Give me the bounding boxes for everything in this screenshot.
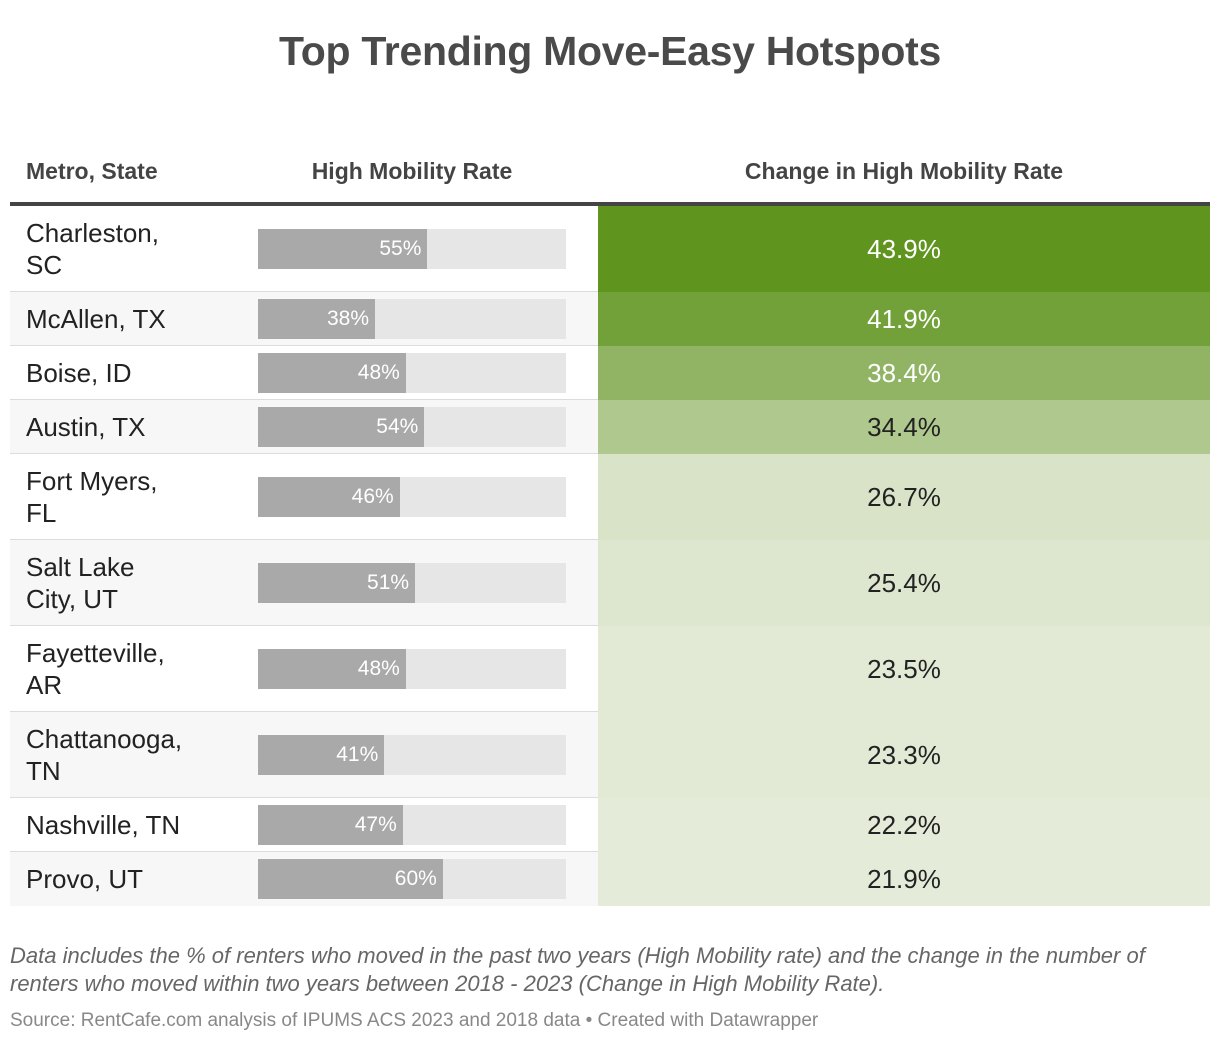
rate-bar-label: 41%: [336, 743, 379, 766]
rate-bar-label: 47%: [354, 813, 397, 836]
rate-bar: [258, 563, 416, 603]
table-row: Austin, TX 54% 34.4%: [10, 400, 1210, 454]
change-cell: 23.5%: [598, 626, 1210, 712]
table-body: Charleston, SC 55% 43.9% McAllen, TX 38% 41.9…: [10, 206, 1210, 906]
chart-source: Source: RentCafe.com analysis of IPUMS A…: [10, 1010, 819, 1031]
rate-bar-track: 51%: [258, 563, 566, 603]
header-rate[interactable]: High Mobility Rate: [311, 158, 513, 184]
rate-bar-track: 46%: [258, 477, 566, 517]
rate-bar-track: 60%: [258, 859, 566, 899]
rate-bar-label: 60%: [394, 867, 437, 890]
table-row: Nashville, TN 47% 22.2%: [10, 798, 1210, 852]
rate-bar: [258, 859, 443, 899]
metro-cell: Austin, TX: [26, 412, 146, 442]
rate-bar-track: 38%: [258, 299, 566, 339]
rate-bar-label: 48%: [357, 361, 400, 384]
table-row: Chattanooga, TN 41% 23.3%: [10, 712, 1210, 798]
table-row: Boise, ID 48% 38.4%: [10, 346, 1210, 400]
metro-cell: Charleston, SC: [26, 218, 159, 280]
rate-bar: [258, 299, 376, 339]
change-cell: 43.9%: [598, 206, 1210, 292]
metro-cell: Nashville, TN: [26, 810, 181, 840]
change-cell: 25.4%: [598, 540, 1210, 626]
change-cell: 26.7%: [598, 454, 1210, 540]
rate-bar-track: 48%: [258, 649, 566, 689]
change-cell: 38.4%: [598, 346, 1210, 400]
change-cell: 23.3%: [598, 712, 1210, 798]
metro-cell: Fayetteville, AR: [26, 638, 165, 700]
rate-bar-track: 48%: [258, 353, 566, 393]
table-row: Salt Lake City, UT 51% 25.4%: [10, 540, 1210, 626]
change-cell: 34.4%: [598, 400, 1210, 454]
metro-cell: McAllen, TX: [26, 304, 166, 334]
chart-note: Data includes the % of renters who moved…: [10, 943, 1145, 996]
header-metro[interactable]: Metro, State: [26, 158, 158, 184]
metro-cell: Salt Lake City, UT: [26, 552, 135, 614]
rate-bar-track: 55%: [258, 229, 566, 269]
rate-bar-track: 41%: [258, 735, 566, 775]
table-row: McAllen, TX 38% 41.9%: [10, 292, 1210, 346]
rate-bar: [258, 805, 403, 845]
table-header: Metro, State High Mobility Rate Change i…: [10, 150, 1210, 206]
rate-bar-label: 54%: [376, 415, 419, 438]
data-table: Metro, State High Mobility Rate Change i…: [10, 150, 1210, 906]
rate-bar: [258, 229, 428, 269]
metro-cell: Chattanooga, TN: [26, 724, 183, 786]
change-cell: 22.2%: [598, 798, 1210, 852]
chart-title: Top Trending Move-Easy Hotspots: [279, 28, 941, 74]
rate-bar-track: 47%: [258, 805, 566, 845]
change-cell: 21.9%: [598, 852, 1210, 906]
metro-cell: Fort Myers, FL: [26, 466, 158, 528]
change-cell: 41.9%: [598, 292, 1210, 346]
header-change[interactable]: Change in High Mobility Rate: [744, 158, 1064, 184]
rate-bar: [258, 735, 385, 775]
rate-bar-track: 54%: [258, 407, 566, 447]
rate-bar-label: 55%: [379, 237, 422, 260]
rate-bar: [258, 407, 425, 447]
rate-bar: [258, 353, 406, 393]
table-row: Provo, UT 60% 21.9%: [10, 852, 1210, 906]
metro-cell: Provo, UT: [26, 864, 144, 894]
rate-bar-label: 38%: [327, 307, 370, 330]
rate-bar-label: 46%: [351, 485, 394, 508]
table-row: Charleston, SC 55% 43.9%: [10, 206, 1210, 292]
table-row: Fort Myers, FL 46% 26.7%: [10, 454, 1210, 540]
rate-bar: [258, 649, 406, 689]
table-row: Fayetteville, AR 48% 23.5%: [10, 626, 1210, 712]
rate-bar: [258, 477, 400, 517]
rate-bar-label: 48%: [357, 657, 400, 680]
metro-cell: Boise, ID: [26, 358, 132, 388]
rate-bar-label: 51%: [367, 571, 410, 594]
